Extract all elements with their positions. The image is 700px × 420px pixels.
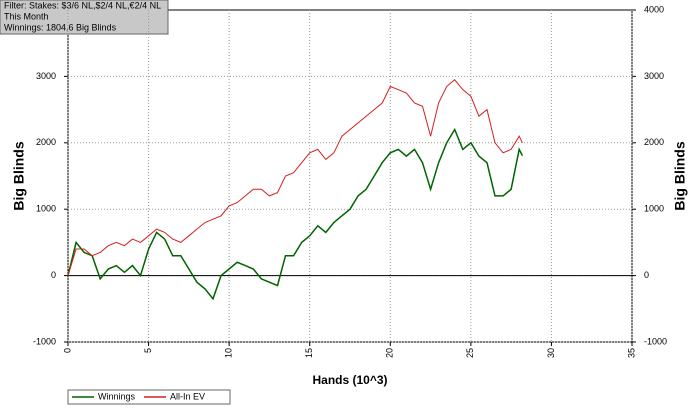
y-tick-label: 3000 bbox=[36, 71, 56, 81]
series-line bbox=[67, 78, 523, 276]
y2-axis-title: Big Blinds bbox=[672, 141, 688, 210]
filter-text: Winnings: 1804.6 Big Blinds bbox=[4, 22, 117, 32]
y-tick-label: 1000 bbox=[36, 204, 56, 214]
x-tick-label: 25 bbox=[465, 348, 475, 358]
x-tick-label: 10 bbox=[224, 348, 234, 358]
x-tick-label: 15 bbox=[304, 348, 314, 358]
y-tick-label: -1000 bbox=[33, 336, 56, 346]
x-tick-label: 30 bbox=[546, 348, 556, 358]
x-axis-title: Hands (10^3) bbox=[312, 373, 387, 387]
filter-text: This Month bbox=[4, 11, 49, 21]
filter-text: Filter: Stakes: $3/6 NL,$2/4 NL,€2/4 NL bbox=[4, 0, 161, 10]
x-tick-label: 0 bbox=[62, 348, 72, 353]
filter-box bbox=[0, 0, 169, 35]
legend-label: Winnings bbox=[98, 391, 136, 401]
y2-tick-label: 2000 bbox=[644, 137, 664, 147]
y2-tick-label: 4000 bbox=[644, 4, 664, 14]
x-tick-label: 20 bbox=[385, 348, 395, 358]
y2-tick-label: -1000 bbox=[644, 336, 667, 346]
legend-label: All-In EV bbox=[170, 391, 205, 401]
series-line bbox=[67, 127, 524, 301]
y2-tick-label: 0 bbox=[644, 270, 649, 280]
y-tick-label: 0 bbox=[51, 270, 56, 280]
x-tick-label: 35 bbox=[626, 348, 636, 358]
y2-tick-label: 3000 bbox=[644, 71, 664, 81]
y2-tick-label: 1000 bbox=[644, 204, 664, 214]
y-axis-title: Big Blinds bbox=[11, 141, 27, 210]
x-tick-label: 5 bbox=[143, 348, 153, 353]
y-tick-label: 2000 bbox=[36, 137, 56, 147]
